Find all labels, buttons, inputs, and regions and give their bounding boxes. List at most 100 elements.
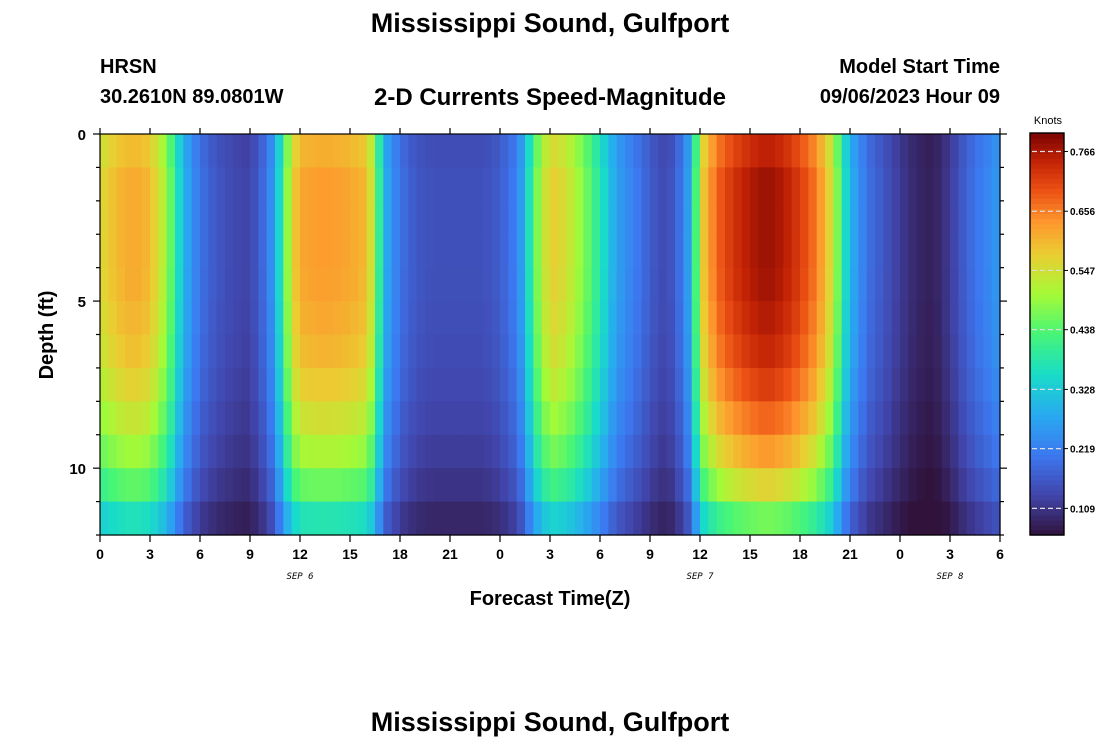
- heatmap-cell: [666, 301, 676, 336]
- heatmap-cell: [450, 267, 459, 302]
- heatmap-cell: [441, 234, 451, 269]
- heatmap-cell: [341, 334, 351, 369]
- heatmap-cell: [283, 401, 293, 436]
- heatmap-cell: [941, 301, 951, 336]
- heatmap-cell: [750, 234, 759, 269]
- heatmap-cell: [591, 401, 601, 436]
- colorbar-border: [1029, 132, 1065, 536]
- heatmap-cell: [708, 401, 718, 436]
- heatmap-cell: [875, 334, 884, 369]
- heatmap-cell: [633, 468, 643, 503]
- colorbar-swatch: [1030, 168, 1064, 174]
- heatmap-cell: [566, 301, 576, 336]
- heatmap-cell: [375, 200, 384, 235]
- heatmap-cell: [141, 267, 151, 302]
- heatmap-cell: [825, 200, 834, 235]
- heatmap-cell: [916, 334, 926, 369]
- heatmap-cell: [791, 334, 801, 369]
- heatmap-cell: [650, 267, 659, 302]
- heatmap-cell: [800, 334, 809, 369]
- heatmap-cell: [800, 501, 809, 536]
- heatmap-cell: [541, 468, 551, 503]
- heatmap-cell: [350, 301, 359, 336]
- heatmap-cell: [683, 367, 693, 402]
- heatmap-cell: [325, 334, 334, 369]
- heatmap-cell: [233, 334, 243, 369]
- heatmap-cell: [141, 401, 151, 436]
- heatmap-cell: [725, 334, 734, 369]
- heatmap-cell: [716, 267, 726, 302]
- heatmap-cell: [141, 501, 151, 536]
- heatmap-cell: [975, 301, 984, 336]
- heatmap-cell: [750, 301, 759, 336]
- heatmap-cell: [258, 501, 268, 536]
- heatmap-cell: [350, 468, 359, 503]
- heatmap-cell: [925, 334, 934, 369]
- heatmap-cell: [450, 134, 459, 169]
- heatmap-cell: [716, 200, 726, 235]
- heatmap-cell: [391, 434, 401, 469]
- heatmap-cell: [350, 134, 359, 169]
- heatmap-cell: [558, 334, 568, 369]
- colorbar-swatch: [1030, 419, 1064, 426]
- heatmap-cell: [941, 267, 951, 302]
- heatmap-cell: [650, 301, 659, 336]
- heatmap-cell: [433, 401, 443, 436]
- heatmap-cell: [700, 200, 709, 235]
- heatmap-cell: [325, 501, 334, 536]
- heatmap-cell: [558, 301, 568, 336]
- heatmap-cell: [408, 267, 418, 302]
- heatmap-cell: [100, 434, 109, 469]
- heatmap-cell: [908, 367, 918, 402]
- heatmap-cell: [916, 434, 926, 469]
- heatmap-cell: [666, 234, 676, 269]
- heatmap-cell: [900, 301, 909, 336]
- heatmap-cell: [850, 334, 859, 369]
- heatmap-cell: [875, 501, 884, 536]
- heatmap-cell: [450, 301, 459, 336]
- heatmap-cell: [341, 200, 351, 235]
- heatmap-cell: [241, 367, 251, 402]
- heatmap-cell: [583, 468, 593, 503]
- heatmap-cell: [875, 167, 884, 202]
- x-tick-label: 0: [496, 546, 504, 562]
- heatmap-cell: [625, 434, 634, 469]
- heatmap-cell: [158, 401, 168, 436]
- heatmap-cell: [575, 267, 584, 302]
- heatmap-cell: [333, 301, 343, 336]
- heatmap-cell: [283, 501, 293, 536]
- heatmap-cell: [741, 367, 751, 402]
- heatmap-cell: [716, 134, 726, 169]
- colorbar-swatch: [1030, 213, 1064, 220]
- heatmap-cell: [833, 200, 843, 235]
- heatmap-cell: [700, 501, 709, 536]
- heatmap-cell: [866, 367, 876, 402]
- heatmap-cell: [908, 234, 918, 269]
- heatmap-cell: [441, 167, 451, 202]
- heatmap-chart: 0 3 6 9 12 15 18 21 0 3 6 9 12 15 18 21 0 3 6 SEP 6 SEP 7 SEP…: [36, 115, 1095, 610]
- heatmap-cell: [575, 301, 584, 336]
- heatmap-cell: [108, 134, 118, 169]
- colorbar-swatch: [1030, 258, 1064, 265]
- heatmap-cell: [925, 234, 934, 269]
- colorbar: 0.766 0.656 0.547 0.438 0.328 0.219 0.109: [1029, 132, 1095, 536]
- colorbar-swatch: [1030, 414, 1064, 421]
- heatmap-cell: [358, 234, 368, 269]
- heatmap-cell: [608, 200, 618, 235]
- heatmap-cell: [891, 367, 901, 402]
- heatmap-cell: [650, 401, 659, 436]
- heatmap-cell: [958, 301, 968, 336]
- heatmap-cell: [266, 468, 276, 503]
- heatmap-cell: [858, 501, 868, 536]
- heatmap-cell: [316, 234, 326, 269]
- heatmap-cell: [883, 401, 893, 436]
- heatmap-cell: [500, 167, 509, 202]
- heatmap-cell: [958, 401, 968, 436]
- heatmap-cell: [816, 434, 826, 469]
- heatmap-cell: [350, 234, 359, 269]
- heatmap-cell: [850, 301, 859, 336]
- heatmap-cell: [841, 134, 851, 169]
- heatmap-cell: [983, 234, 993, 269]
- heatmap-cell: [800, 301, 809, 336]
- heatmap-cell: [241, 501, 251, 536]
